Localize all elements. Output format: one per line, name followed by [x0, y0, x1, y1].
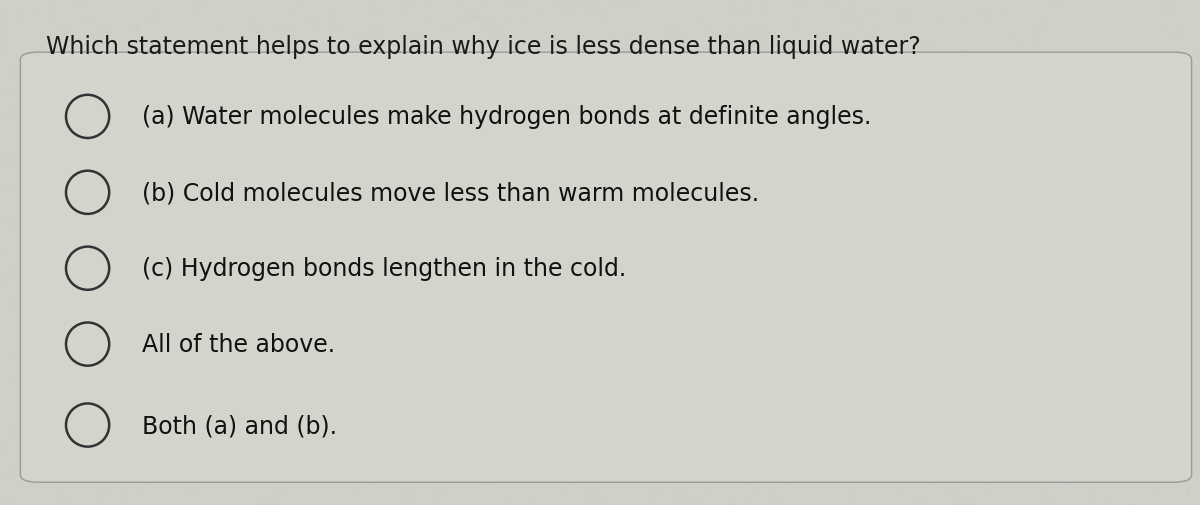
Text: Which statement helps to explain why ice is less dense than liquid water?: Which statement helps to explain why ice… [46, 35, 920, 59]
Text: (c) Hydrogen bonds lengthen in the cold.: (c) Hydrogen bonds lengthen in the cold. [142, 257, 626, 281]
FancyBboxPatch shape [20, 53, 1192, 482]
Text: Both (a) and (b).: Both (a) and (b). [142, 413, 336, 437]
Text: All of the above.: All of the above. [142, 332, 335, 357]
Text: (b) Cold molecules move less than warm molecules.: (b) Cold molecules move less than warm m… [142, 181, 758, 205]
Text: (a) Water molecules make hydrogen bonds at definite angles.: (a) Water molecules make hydrogen bonds … [142, 105, 871, 129]
